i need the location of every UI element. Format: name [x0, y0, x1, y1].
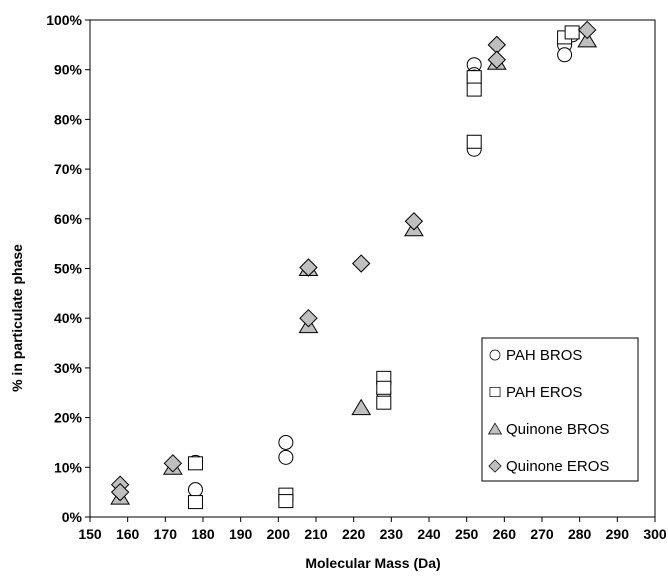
y-axis-title: % in particulate phase	[9, 244, 25, 392]
y-tick-label: 80%	[54, 111, 83, 127]
legend-item-pah-bros: PAH BROS	[489, 347, 582, 364]
quinone-eros-point	[110, 482, 130, 502]
quinone-eros-point	[299, 258, 318, 277]
pah-bros-point	[557, 47, 573, 63]
x-tick-label: 180	[191, 526, 215, 542]
pah-bros-point	[278, 449, 294, 465]
y-tick-label: 0%	[62, 509, 83, 525]
y-tick-label: 60%	[54, 211, 83, 227]
y-tick-label: 30%	[54, 360, 83, 376]
quinone-eros-point	[404, 212, 424, 231]
x-tick-label: 280	[568, 526, 592, 542]
x-tick-label: 230	[380, 526, 404, 542]
x-tick-label: 290	[606, 526, 630, 542]
quinone-eros-point	[487, 50, 507, 69]
legend-label: Quinone BROS	[506, 421, 609, 438]
y-tick-label: 100%	[46, 12, 82, 28]
x-tick-label: 190	[229, 526, 253, 542]
legend-item-quinone-eros: Quinone EROS	[488, 458, 609, 475]
legend-triangle-icon	[487, 422, 503, 435]
x-tick-label: 270	[530, 526, 554, 542]
quinone-bros-point	[577, 30, 598, 48]
legend-box	[481, 337, 639, 482]
legend-label: PAH EROS	[506, 384, 582, 401]
pah-eros-point	[564, 25, 580, 40]
pah-eros-point	[466, 70, 482, 85]
y-tick-label: 40%	[54, 310, 83, 326]
quinone-eros-point	[299, 308, 318, 328]
pah-eros-point	[187, 456, 203, 471]
y-tick-label: 20%	[54, 410, 83, 426]
y-tick-label: 90%	[54, 62, 83, 78]
x-tick-label: 300	[643, 526, 667, 542]
x-tick-label: 150	[78, 526, 102, 542]
x-tick-label: 240	[417, 526, 441, 542]
data-points	[110, 20, 598, 510]
x-tick-label: 200	[267, 526, 291, 542]
legend-label: Quinone EROS	[506, 458, 609, 475]
legend-square-icon	[489, 386, 501, 398]
x-tick-label: 210	[304, 526, 328, 542]
pah-eros-point	[466, 82, 482, 97]
pah-eros-point	[376, 380, 392, 395]
legend-item-pah-eros: PAH EROS	[489, 384, 582, 401]
y-tick-label: 50%	[54, 261, 83, 277]
quinone-eros-point	[351, 254, 371, 273]
legend-label: PAH BROS	[506, 347, 582, 364]
pah-eros-point	[187, 495, 203, 510]
pah-eros-point	[278, 494, 294, 509]
x-tick-label: 160	[116, 526, 140, 542]
x-tick-label: 250	[455, 526, 479, 542]
legend-diamond-icon	[488, 459, 502, 473]
pah-bros-point	[278, 434, 294, 450]
legend-item-quinone-bros: Quinone BROS	[487, 421, 609, 438]
axis-ticks: 150 160 170 180 190 200 210 220 230 240 250 260 270 2…	[46, 12, 667, 542]
y-tick-label: 70%	[54, 161, 83, 177]
pah-eros-point	[466, 134, 482, 149]
legend-circle-icon	[489, 349, 501, 361]
x-tick-label: 170	[154, 526, 178, 542]
quinone-bros-point	[351, 398, 372, 416]
quinone-eros-point	[577, 20, 597, 40]
quinone-eros-point	[163, 454, 183, 473]
pah-bros-point	[187, 482, 203, 498]
x-tick-label: 220	[342, 526, 366, 542]
legend: PAH BROS PAH EROS Quinone BROS Quinone EROS	[481, 337, 639, 482]
x-tick-label: 260	[493, 526, 517, 542]
x-axis-title: Molecular Mass (Da)	[305, 555, 440, 571]
pah-eros-point	[376, 395, 392, 410]
y-tick-label: 10%	[54, 459, 83, 475]
